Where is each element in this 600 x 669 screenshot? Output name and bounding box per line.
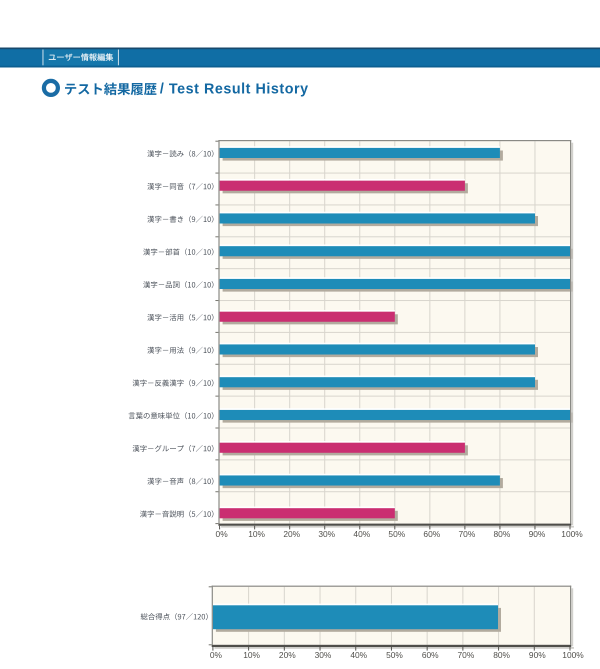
- svg-text:30%: 30%: [318, 529, 335, 539]
- svg-text:0%: 0%: [210, 650, 223, 660]
- svg-text:20%: 20%: [279, 650, 296, 660]
- svg-text:50%: 50%: [386, 650, 403, 660]
- svg-text:90%: 90%: [529, 529, 546, 539]
- svg-text:40%: 40%: [350, 650, 367, 660]
- svg-text:80%: 80%: [493, 650, 510, 660]
- svg-text:60%: 60%: [423, 529, 440, 539]
- svg-text:20%: 20%: [283, 529, 300, 539]
- svg-text:40%: 40%: [353, 529, 370, 539]
- svg-text:10%: 10%: [243, 650, 260, 660]
- svg-text:90%: 90%: [529, 650, 546, 660]
- svg-text:80%: 80%: [494, 529, 511, 539]
- svg-text:0%: 0%: [216, 529, 229, 539]
- svg-text:/ Test Result History: / Test Result History: [160, 81, 309, 97]
- svg-text:70%: 70%: [459, 529, 476, 539]
- svg-text:10%: 10%: [248, 529, 265, 539]
- svg-text:100%: 100%: [562, 650, 584, 660]
- svg-text:30%: 30%: [315, 650, 332, 660]
- svg-text:100%: 100%: [561, 529, 583, 539]
- svg-text:60%: 60%: [422, 650, 439, 660]
- svg-text:70%: 70%: [458, 650, 475, 660]
- svg-text:50%: 50%: [388, 529, 405, 539]
